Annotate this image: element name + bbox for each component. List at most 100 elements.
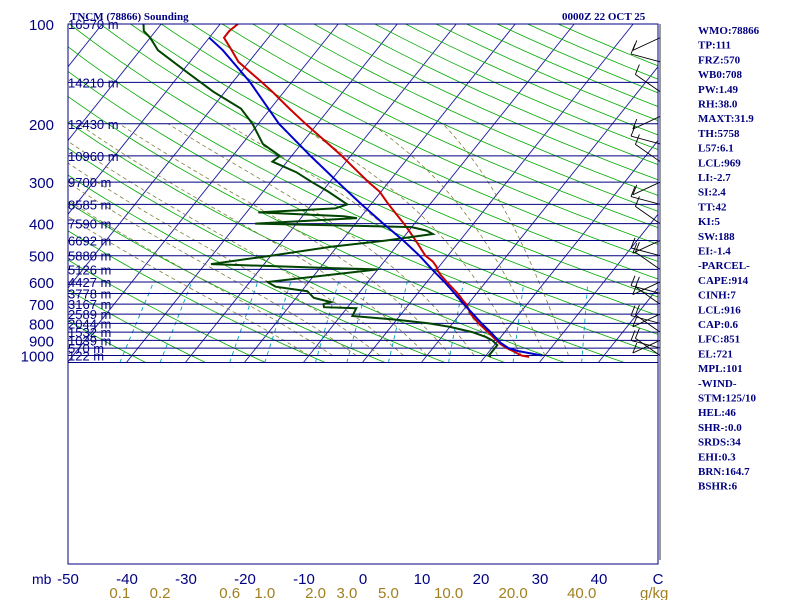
wind-barb-flag bbox=[630, 186, 636, 197]
wind-barb bbox=[635, 74, 661, 93]
wind-barb bbox=[635, 251, 661, 270]
temperature-tick-label: 10 bbox=[414, 571, 431, 588]
wind-barb bbox=[630, 135, 661, 145]
observation-time: 0000Z 22 OCT 25 bbox=[562, 11, 646, 23]
height-label: 1039 m bbox=[68, 333, 111, 348]
temperature-tick-label: 0 bbox=[359, 571, 367, 588]
mixing-ratio-label: 20.0 bbox=[498, 585, 527, 600]
sounding-indices-panel: WMO:78866 TP:111 FRZ:570 WB0:708 PW:1.49 RH:3… bbox=[698, 25, 760, 493]
mixing-ratio-line bbox=[119, 281, 155, 363]
wind-barb-flag bbox=[630, 125, 636, 137]
dry-adiabat-line bbox=[496, 24, 658, 94]
dry-adiabat-line bbox=[191, 24, 658, 245]
dry-adiabat-line bbox=[68, 121, 565, 363]
moist-adiabat-line bbox=[68, 140, 404, 356]
wind-barb bbox=[632, 181, 661, 196]
wind-barb-flag bbox=[634, 276, 640, 288]
dry-adiabat-line bbox=[527, 24, 658, 80]
height-label: 8585 m bbox=[68, 197, 111, 212]
wind-barb-flag bbox=[632, 243, 638, 254]
mixing-ratio-line bbox=[159, 281, 193, 363]
wind-barb-flag bbox=[634, 196, 640, 207]
temperature-tick-label: -30 bbox=[175, 571, 197, 588]
mixing-ratio-label: 10.0 bbox=[434, 585, 463, 600]
sounding-profiles bbox=[142, 24, 543, 358]
wind-barb bbox=[632, 37, 661, 51]
mixing-ratio-labels: 0.1 0.2 0.6 1.0 2.0 3.0 5.0 10.0 20.0 40.0 bbox=[109, 585, 596, 600]
dry-adiabat-line bbox=[68, 174, 446, 363]
sounding-index: EL:721 bbox=[698, 348, 733, 360]
wind-barb bbox=[630, 339, 661, 349]
dry-adiabat-line bbox=[221, 24, 658, 229]
mixing-ratio-line bbox=[264, 281, 292, 363]
dry-adiabat-line bbox=[160, 24, 658, 262]
temperature-profile bbox=[222, 24, 530, 358]
isobar-lines bbox=[68, 23, 658, 364]
pressure-label: 900 bbox=[29, 333, 54, 350]
pressure-label: 200 bbox=[29, 117, 54, 134]
height-label: 1532 m bbox=[68, 325, 111, 340]
wind-barb-flag bbox=[634, 328, 640, 339]
temperature-tick-labels: -50 -40 -30 -20 -10 0 10 20 30 40 C bbox=[57, 571, 663, 588]
wind-barb-flag bbox=[630, 275, 636, 286]
sounding-index: FRZ:570 bbox=[698, 54, 741, 66]
dry-adiabat-line bbox=[558, 24, 658, 67]
wind-barb bbox=[635, 206, 661, 224]
wind-barb-flag bbox=[634, 242, 640, 253]
wind-barb bbox=[632, 313, 661, 328]
wind-barb bbox=[630, 247, 661, 257]
sounding-index: SHR-:0.0 bbox=[698, 422, 742, 434]
wind-barb-flag bbox=[634, 64, 640, 75]
height-label: 14210 m bbox=[68, 75, 119, 90]
sounding-index: CAPE:914 bbox=[698, 275, 749, 287]
dry-adiabat-line bbox=[344, 24, 658, 165]
pressure-label: 100 bbox=[29, 17, 54, 34]
mixing-ratio-label: 3.0 bbox=[336, 585, 357, 600]
plot-frame bbox=[67, 23, 659, 565]
sounding-index: CINH:7 bbox=[698, 290, 736, 302]
wind-barb-flag bbox=[630, 237, 636, 249]
sounding-index: PW:1.49 bbox=[698, 84, 739, 96]
sounding-index: L57:6.1 bbox=[698, 143, 734, 155]
sounding-index: -PARCEL- bbox=[698, 260, 750, 272]
dry-adiabat-line bbox=[313, 24, 658, 181]
mixing-ratio-line bbox=[346, 281, 369, 363]
height-label: 4427 m bbox=[68, 275, 111, 290]
wind-barb bbox=[635, 286, 661, 305]
wind-barb bbox=[632, 115, 661, 130]
dry-adiabat-line bbox=[252, 24, 658, 212]
pressure-unit: mb bbox=[32, 571, 52, 587]
wind-barb bbox=[630, 53, 661, 63]
mixing-ratio-line bbox=[581, 281, 589, 363]
isotherm-line bbox=[539, 213, 658, 363]
pressure-label: 1000 bbox=[21, 349, 54, 366]
mixing-ratio-line bbox=[512, 281, 525, 363]
pressure-label: 300 bbox=[29, 175, 54, 192]
moist-adiabat-line bbox=[167, 123, 475, 356]
sounding-index: RH:38.0 bbox=[698, 99, 738, 111]
wind-barb bbox=[632, 339, 661, 354]
mixing-ratio-line bbox=[387, 281, 408, 363]
temperature-tick-label: -10 bbox=[293, 571, 315, 588]
mixing-ratio-label: 5.0 bbox=[378, 585, 399, 600]
wind-barb bbox=[632, 240, 661, 254]
wind-barb-flag bbox=[634, 304, 640, 316]
wind-barbs bbox=[630, 24, 661, 560]
pressure-label: 500 bbox=[29, 249, 54, 266]
height-label: 5880 m bbox=[68, 249, 111, 264]
height-labels: 16570 m 14210 m 12430 m 10960 m 9700 m 8585 m… bbox=[68, 17, 119, 364]
sounding-index: -WIND- bbox=[698, 378, 737, 390]
dry-adiabat-line bbox=[68, 320, 146, 363]
sounding-index: KI:5 bbox=[698, 216, 721, 228]
dry-adiabat-line bbox=[68, 202, 386, 363]
mixing-ratio-unit: g/kg bbox=[640, 585, 668, 600]
moist-adiabat-line bbox=[78, 123, 428, 356]
sounding-index: HEL:46 bbox=[698, 407, 736, 419]
sounding-index: SI:2.4 bbox=[698, 187, 726, 199]
temperature-tick-label: -20 bbox=[234, 571, 256, 588]
dewpoint-profile bbox=[142, 24, 499, 358]
temperature-tick-label: 30 bbox=[532, 571, 549, 588]
wind-barb-flag bbox=[634, 134, 640, 145]
